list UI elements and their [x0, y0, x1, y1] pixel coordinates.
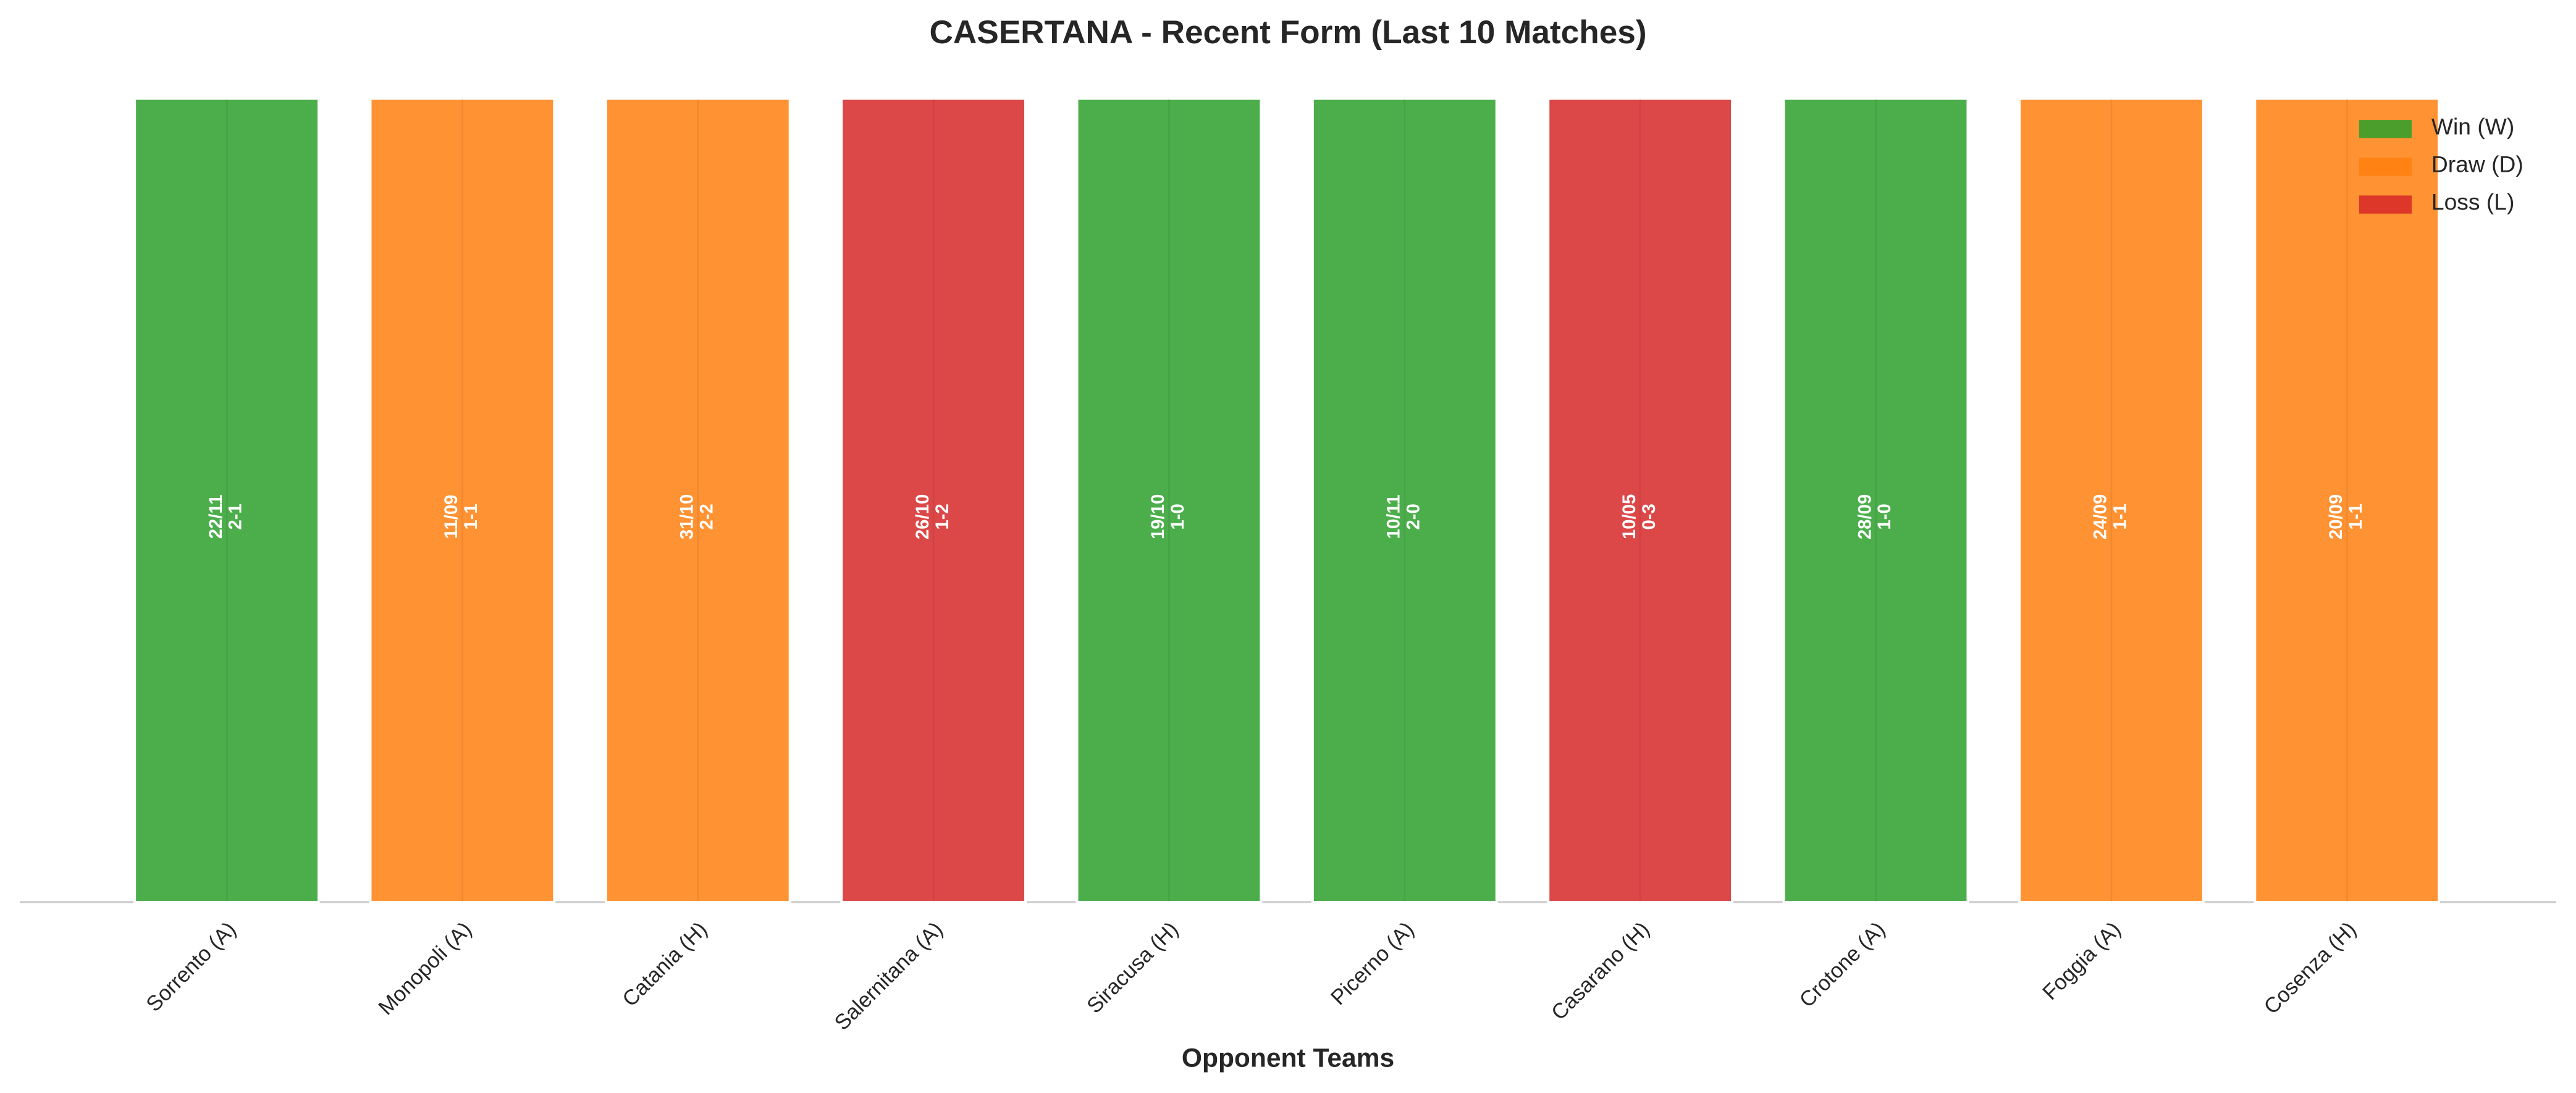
bar	[1311, 97, 1498, 903]
bar-score-label: 1-1	[2346, 504, 2366, 530]
legend-label: Loss (L)	[2431, 189, 2514, 215]
legend-label: Draw (D)	[2431, 151, 2523, 177]
legend-swatch	[2359, 158, 2412, 176]
bar-date-label: 24/09	[2091, 494, 2111, 539]
bar-date-label: 10/11	[1384, 495, 1404, 539]
bar-score-label: 1-2	[933, 504, 953, 530]
bar	[1075, 97, 1263, 903]
bar-date-label: 11/09	[442, 495, 461, 539]
bar-score-label: 2-0	[1404, 504, 1424, 530]
bar-score-label: 1-1	[2111, 504, 2131, 530]
bar	[604, 97, 791, 903]
bar	[1547, 97, 1734, 903]
bar-date-label: 22/11	[206, 495, 226, 539]
bar	[1782, 97, 1969, 903]
chart-title: CASERTANA - Recent Form (Last 10 Matches…	[929, 14, 1646, 51]
legend-swatch	[2359, 195, 2412, 214]
bar	[369, 97, 556, 903]
legend-swatch	[2359, 120, 2412, 138]
bar-score-label: 2-2	[697, 504, 717, 530]
bar	[840, 97, 1027, 903]
bar-score-label: 0-3	[1639, 504, 1659, 530]
legend-label: Win (W)	[2431, 113, 2514, 139]
bar-date-label: 10/05	[1620, 494, 1639, 539]
x-axis-label: Opponent Teams	[1182, 1044, 1394, 1073]
bar-score-label: 1-1	[461, 504, 481, 530]
bar-score-label: 2-1	[226, 504, 246, 530]
bar-date-label: 31/10	[678, 494, 697, 539]
bar-date-label: 19/10	[1148, 494, 1168, 539]
bar	[2018, 97, 2205, 903]
bar	[133, 97, 320, 903]
bar-score-label: 1-0	[1875, 504, 1895, 530]
bar-score-label: 1-0	[1168, 504, 1188, 530]
bar	[2254, 97, 2441, 903]
bar-date-label: 28/09	[1855, 494, 1875, 539]
bar-date-label: 20/09	[2326, 494, 2346, 539]
bar-date-label: 26/10	[913, 494, 933, 539]
